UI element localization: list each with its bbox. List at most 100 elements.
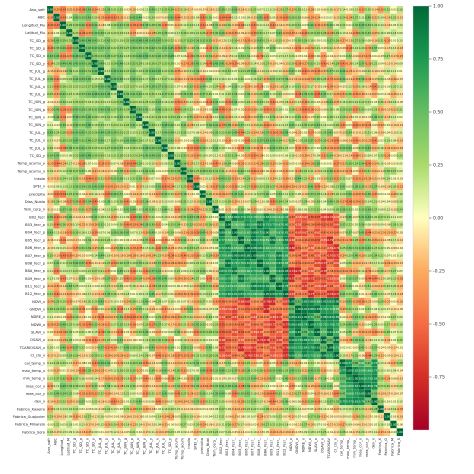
cell-annotation: 0.12 <box>155 207 161 211</box>
cell-annotation: 0.23 <box>257 192 263 196</box>
cell-annotation: 0.73 <box>333 323 339 327</box>
cell-annotation: 0.10 <box>206 85 212 89</box>
cell-annotation: 0.07 <box>130 230 136 234</box>
cell-annotation: 0.13 <box>60 184 66 188</box>
cell-annotation: 0.65 <box>244 230 250 234</box>
cell-annotation: 0.43 <box>92 38 98 42</box>
cell-annotation: 0.07 <box>257 8 263 12</box>
cell-annotation: -0.20 <box>129 8 136 12</box>
cell-annotation: 0.39 <box>98 31 104 35</box>
cell-annotation: -0.43 <box>263 15 270 19</box>
cell-annotation: 0.27 <box>276 77 282 81</box>
cell-annotation: 0.40 <box>85 138 91 142</box>
cell-annotation: 0.28 <box>149 338 155 342</box>
cell-annotation: -0.15 <box>333 15 340 19</box>
cell-annotation: 0.07 <box>270 31 276 35</box>
cell-annotation: 0.22 <box>378 253 384 257</box>
cell-annotation: 0.82 <box>327 300 333 304</box>
cell-annotation: 0.15 <box>174 131 180 135</box>
cell-annotation: 0.43 <box>98 46 104 50</box>
cell-annotation: 0.13 <box>219 200 225 204</box>
cell-annotation: -0.03 <box>346 8 353 12</box>
cell-annotation: -0.14 <box>276 23 283 27</box>
cell-annotation: 1.00 <box>174 161 180 165</box>
cell-annotation: 0.57 <box>314 338 320 342</box>
cell-annotation: 0.27 <box>111 108 117 112</box>
cell-annotation: 0.41 <box>143 108 149 112</box>
cell-annotation: 0.44 <box>130 207 136 211</box>
cell-annotation: 0.02 <box>213 92 219 96</box>
cell-annotation: 0.28 <box>263 184 269 188</box>
cell-annotation: 0.34 <box>359 31 365 35</box>
cell-annotation: 0.28 <box>149 23 155 27</box>
cell-annotation: 0.16 <box>104 154 110 158</box>
cell-annotation: -0.42 <box>85 23 92 27</box>
cell-annotation: 0.36 <box>346 246 352 250</box>
cell-annotation: 0.42 <box>117 115 123 119</box>
cell-annotation: 0.43 <box>124 346 130 350</box>
cell-annotation: 0.18 <box>397 8 403 12</box>
cell-annotation: 0.18 <box>365 253 371 257</box>
cell-annotation: 0.44 <box>295 177 301 181</box>
cell-annotation: 0.16 <box>384 69 390 73</box>
cell-annotation: 0.41 <box>365 246 371 250</box>
cell-annotation: 0.36 <box>117 246 123 250</box>
cell-annotation: 0.18 <box>124 154 130 158</box>
cell-annotation: 0.38 <box>206 77 212 81</box>
cell-annotation: 0.24 <box>282 200 288 204</box>
cell-annotation: 0.11 <box>302 8 308 12</box>
cell-annotation: 0.45 <box>117 269 123 273</box>
cell-annotation: 0.07 <box>391 330 397 334</box>
cell-annotation: 0.13 <box>162 200 168 204</box>
cell-annotation: 0.23 <box>130 154 136 158</box>
cell-annotation: 1.00 <box>181 169 187 173</box>
cell-annotation: 0.91 <box>302 307 308 311</box>
cell-annotation: 0.33 <box>200 330 206 334</box>
cell-annotation: 0.70 <box>244 292 250 296</box>
cell-annotation: 0.30 <box>73 230 79 234</box>
cell-annotation: 0.10 <box>174 123 180 127</box>
cell-annotation: 0.15 <box>104 100 110 104</box>
cell-annotation: 0.22 <box>111 100 117 104</box>
cell-annotation: 0.26 <box>117 261 123 265</box>
cell-annotation: 0.12 <box>251 192 257 196</box>
cell-annotation: 0.14 <box>295 123 301 127</box>
cell-annotation: 0.38 <box>213 238 219 242</box>
cell-annotation: 0.05 <box>60 154 66 158</box>
cell-annotation: 0.58 <box>219 223 225 227</box>
cell-annotation: 0.33 <box>168 169 174 173</box>
cell-annotation: 0.09 <box>397 315 403 319</box>
cell-annotation: 0.02 <box>359 307 365 311</box>
cell-annotation: 1.00 <box>257 261 263 265</box>
cell-annotation: 0.27 <box>92 269 98 273</box>
cell-annotation: 0.08 <box>149 184 155 188</box>
cell-annotation: 0.69 <box>251 261 257 265</box>
cell-annotation: 0.09 <box>54 246 60 250</box>
cell-annotation: 0.32 <box>149 54 155 58</box>
cell-annotation: 0.01 <box>346 23 352 27</box>
cell-annotation: 0.31 <box>117 131 123 135</box>
cell-annotation: 0.21 <box>111 8 117 12</box>
cell-annotation: 1.00 <box>206 200 212 204</box>
cell-annotation: 0.48 <box>104 85 110 89</box>
cell-annotation: 0.48 <box>143 146 149 150</box>
cell-annotation: 0.43 <box>47 230 53 234</box>
cell-annotation: 0.33 <box>124 261 130 265</box>
cell-annotation: -0.15 <box>282 23 289 27</box>
cell-annotation: 0.16 <box>136 85 142 89</box>
cell-annotation: 0.88 <box>244 253 250 257</box>
cell-annotation: 0.04 <box>162 223 168 227</box>
cell-annotation: 0.43 <box>149 38 155 42</box>
cell-annotation: -0.32 <box>358 8 365 12</box>
cell-annotation: 0.03 <box>391 338 397 342</box>
cell-annotation: 0.43 <box>104 46 110 50</box>
cell-annotation: 0.13 <box>187 269 193 273</box>
cell-annotation: 0.21 <box>117 123 123 127</box>
cell-annotation: 0.65 <box>219 276 225 280</box>
cell-annotation: 0.10 <box>143 161 149 165</box>
cell-annotation: 0.39 <box>219 8 225 12</box>
cell-annotation: 0.32 <box>314 31 320 35</box>
cell-annotation: 0.82 <box>263 284 269 288</box>
cell-annotation: 0.23 <box>397 154 403 158</box>
cell-annotation: 0.31 <box>66 261 72 265</box>
